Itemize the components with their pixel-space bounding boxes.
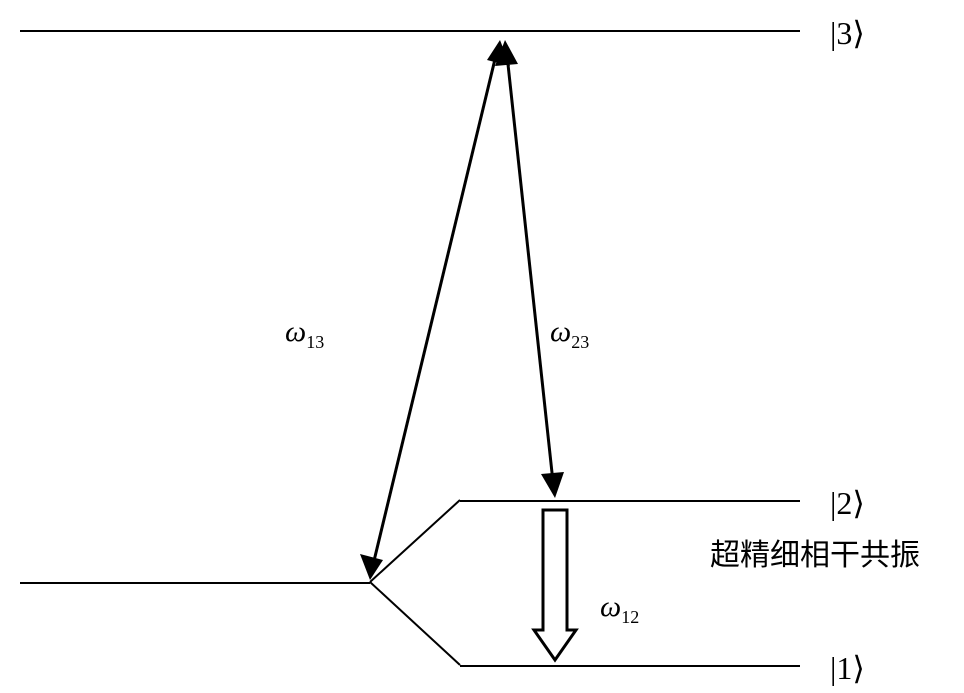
omega-23-label: ω23 (550, 315, 589, 353)
arrow-omega-13 (360, 40, 510, 580)
arrow-omega-23 (495, 40, 564, 498)
state-2-label: |2⟩ (830, 484, 865, 522)
split-lower-line (370, 582, 460, 665)
omega-12-label: ω12 (600, 590, 639, 628)
hyperfine-coherent-resonance-label: 超精细相干共振 (710, 530, 920, 574)
level-3-line (20, 30, 800, 32)
arrow-omega-12-hollow (534, 510, 576, 660)
state-1-label: |1⟩ (830, 649, 865, 687)
level-2-line (460, 500, 800, 502)
state-3-label: |3⟩ (830, 14, 865, 52)
level-1-line (460, 665, 800, 667)
omega-13-label: ω13 (285, 315, 324, 353)
mid-left-line (20, 582, 370, 584)
diagram-arrows (0, 0, 964, 693)
split-upper-line (370, 500, 460, 582)
